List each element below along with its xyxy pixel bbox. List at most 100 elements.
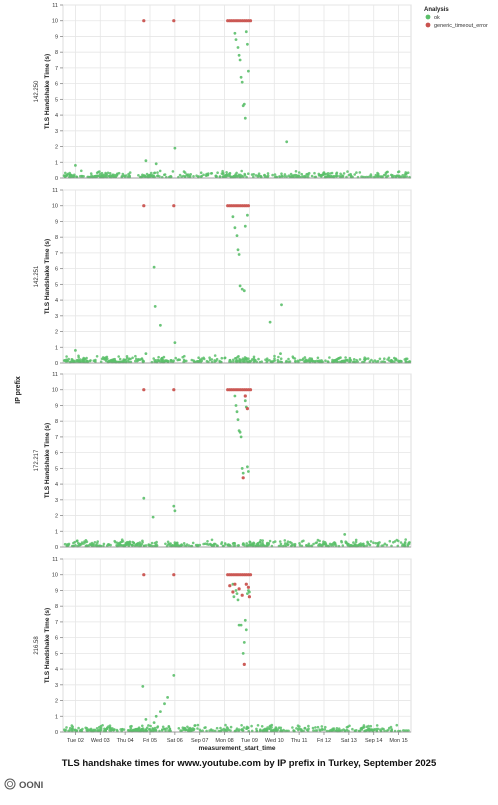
baseline-ok-point xyxy=(235,357,238,360)
baseline-ok-point xyxy=(370,175,373,178)
baseline-ok-point xyxy=(313,171,316,175)
baseline-ok-point xyxy=(300,544,304,548)
baseline-ok-point xyxy=(165,727,169,730)
baseline-ok-point xyxy=(162,355,166,359)
baseline-ok-point xyxy=(170,359,173,362)
baseline-ok-point xyxy=(214,729,217,733)
baseline-ok-point xyxy=(293,544,297,547)
baseline-ok-point xyxy=(328,356,331,359)
baseline-ok-point xyxy=(130,724,133,728)
baseline-ok-point xyxy=(187,544,191,547)
baseline-ok-point xyxy=(152,728,156,731)
baseline-ok-point xyxy=(373,359,377,362)
baseline-ok-point xyxy=(285,175,288,178)
baseline-ok-point xyxy=(247,172,250,175)
y-tick-label: 8 xyxy=(55,235,58,241)
baseline-ok-point xyxy=(79,543,82,547)
baseline-ok-point xyxy=(102,173,106,177)
baseline-ok-point xyxy=(279,544,283,548)
baseline-ok-point xyxy=(96,540,99,543)
baseline-ok-point xyxy=(344,540,348,543)
baseline-ok-point xyxy=(389,725,393,729)
ok-point xyxy=(152,721,156,724)
baseline-ok-point xyxy=(240,169,243,173)
y-tick-label: 10 xyxy=(52,388,58,394)
ok-point xyxy=(235,410,239,414)
baseline-ok-point xyxy=(324,725,327,729)
baseline-ok-point xyxy=(157,355,160,359)
baseline-ok-point xyxy=(218,175,222,178)
baseline-ok-point xyxy=(93,541,97,544)
x-tick-label: Sat 06 xyxy=(167,738,183,744)
ok-point xyxy=(244,628,248,632)
baseline-ok-point xyxy=(63,175,67,178)
baseline-ok-point xyxy=(352,358,356,361)
baseline-ok-point xyxy=(71,360,75,363)
baseline-ok-point xyxy=(367,724,370,728)
baseline-ok-point xyxy=(115,174,119,177)
baseline-ok-point xyxy=(224,728,227,732)
baseline-ok-point xyxy=(108,726,112,730)
baseline-ok-point xyxy=(68,729,72,732)
baseline-ok-point xyxy=(408,360,412,363)
ok-point xyxy=(234,589,238,592)
baseline-ok-point xyxy=(346,170,349,173)
baseline-ok-point xyxy=(297,174,301,177)
baseline-ok-point xyxy=(243,543,246,547)
legend-label: generic_timeout_error xyxy=(434,23,488,29)
baseline-ok-point xyxy=(302,539,305,543)
y-tick-label: 5 xyxy=(55,282,58,288)
baseline-ok-point xyxy=(82,542,85,545)
baseline-ok-point xyxy=(279,357,283,361)
baseline-ok-point xyxy=(387,356,391,360)
baseline-ok-point xyxy=(404,357,408,361)
ok-point xyxy=(237,253,241,256)
baseline-ok-point xyxy=(315,729,319,732)
x-tick-label: Thu 11 xyxy=(291,738,308,744)
baseline-ok-point xyxy=(240,724,243,727)
y-tick-label: 9 xyxy=(55,403,58,409)
baseline-ok-point xyxy=(111,727,114,730)
baseline-ok-point xyxy=(144,544,148,547)
y-tick-label: 9 xyxy=(55,219,58,225)
baseline-ok-point xyxy=(149,724,152,728)
ok-point xyxy=(234,404,238,407)
baseline-ok-point xyxy=(390,359,393,362)
ok-point xyxy=(238,58,242,62)
baseline-ok-point xyxy=(85,544,88,547)
baseline-ok-point xyxy=(190,729,193,732)
baseline-ok-point xyxy=(393,356,396,360)
baseline-ok-point xyxy=(197,356,200,360)
baseline-ok-point xyxy=(177,727,181,730)
x-tick-label: Wed 10 xyxy=(265,738,284,744)
baseline-ok-point xyxy=(311,726,315,730)
baseline-ok-point xyxy=(303,726,307,730)
baseline-ok-point xyxy=(273,357,276,360)
baseline-ok-point xyxy=(393,540,397,543)
baseline-ok-point xyxy=(199,171,203,174)
baseline-ok-point xyxy=(395,723,399,727)
baseline-ok-point xyxy=(118,542,121,546)
baseline-ok-point xyxy=(92,728,95,732)
baseline-ok-point xyxy=(291,355,295,359)
baseline-ok-point xyxy=(307,173,310,177)
ok-point xyxy=(173,509,177,513)
baseline-ok-point xyxy=(355,544,359,548)
timeout-point xyxy=(246,204,250,208)
baseline-ok-point xyxy=(220,728,224,732)
baseline-ok-point xyxy=(83,540,86,543)
logo-text: OONI xyxy=(19,780,43,791)
baseline-ok-point xyxy=(141,729,145,732)
baseline-ok-point xyxy=(121,728,124,731)
baseline-ok-point xyxy=(76,539,79,542)
baseline-ok-point xyxy=(140,357,143,361)
y-tick-label: 8 xyxy=(55,419,58,425)
baseline-ok-point xyxy=(396,170,400,174)
baseline-ok-point xyxy=(117,171,121,175)
baseline-ok-point xyxy=(407,729,410,732)
ok-point xyxy=(234,38,238,41)
ok-point xyxy=(141,685,145,688)
baseline-ok-point xyxy=(229,544,232,548)
ooni-logo: OONI xyxy=(4,778,43,791)
baseline-ok-point xyxy=(183,175,187,179)
